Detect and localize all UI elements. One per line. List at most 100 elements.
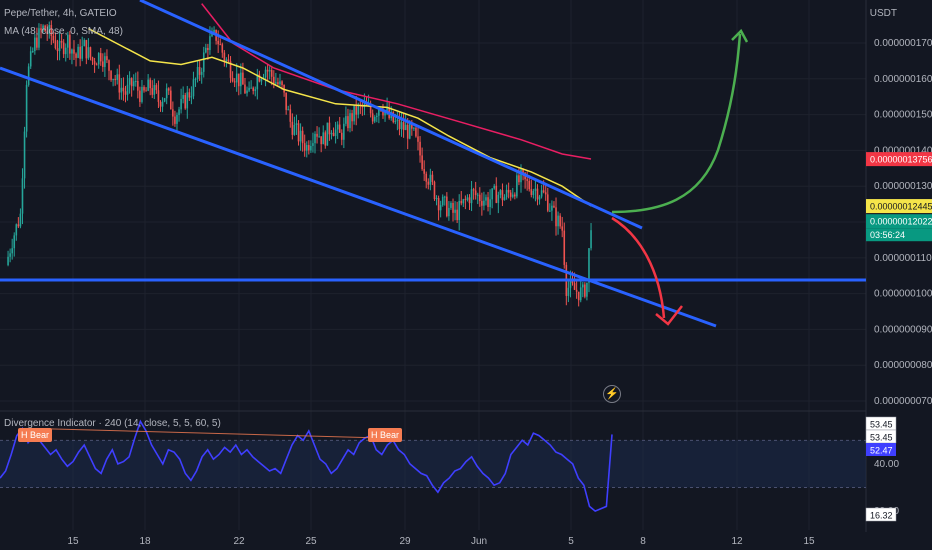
candle-body-109 [229, 61, 232, 78]
candle-body-119 [250, 87, 252, 89]
candle-body-202 [421, 155, 423, 170]
candle-body-120 [252, 87, 254, 91]
candle-body-150 [314, 133, 316, 144]
ma-48-line [88, 27, 592, 207]
candle-body-213 [443, 196, 446, 198]
candle-body-34 [75, 53, 77, 58]
bullish-arrow-head [731, 28, 749, 43]
candle-body-266 [553, 205, 555, 208]
candle-body-84 [178, 109, 180, 115]
candle-body-136 [285, 92, 287, 110]
candle-body-17 [40, 28, 42, 31]
candle-body-30 [67, 34, 69, 48]
candle-body-103 [217, 40, 219, 45]
candle-body-51 [110, 70, 112, 80]
candle-body-243 [505, 189, 508, 198]
candle-body-203 [423, 169, 425, 174]
candle-body-74 [157, 90, 160, 102]
candle-body-281 [584, 284, 586, 297]
candle-body-198 [413, 127, 415, 129]
candle-body-157 [328, 122, 331, 135]
candle-body-232 [483, 200, 485, 206]
candle-body-179 [373, 116, 376, 122]
candle-body-245 [509, 192, 512, 197]
indicator-tag-bg-3 [865, 507, 897, 522]
candle-body-11 [27, 66, 30, 85]
candle-body-27 [60, 40, 63, 43]
candle-body-271 [563, 230, 566, 265]
symbol-title[interactable]: Pepe/Tether, 4h, GATEIO [4, 8, 117, 19]
candle-body-9 [23, 131, 26, 179]
candle-body-31 [69, 34, 71, 54]
candle-body-282 [586, 282, 588, 297]
candle-body-83 [176, 114, 178, 124]
countdown-bg [866, 228, 932, 242]
candle-body-13 [31, 50, 34, 52]
candle-body-10 [25, 84, 28, 132]
candle-body-66 [141, 87, 143, 102]
candle-body-6 [17, 224, 20, 227]
price-tag-text-0: 0.0000001375680 [870, 155, 932, 165]
candle-body-197 [411, 122, 413, 129]
ma-legend[interactable]: MA (48, close, 0, SMA, 48) [4, 26, 123, 37]
candle-body-127 [266, 69, 269, 72]
candle-body-218 [454, 209, 456, 213]
countdown-text: 03:56:24 [870, 230, 905, 240]
candle-body-257 [534, 188, 537, 191]
candle-body-62 [132, 81, 135, 87]
candle-body-49 [106, 56, 108, 61]
candle-body-77 [163, 98, 166, 102]
indicator-tag-text-1: 53.45 [870, 433, 893, 443]
candle-body-256 [532, 190, 535, 195]
candle-body-5 [15, 224, 18, 236]
candle-body-241 [501, 190, 504, 201]
candle-body-147 [308, 145, 310, 151]
candle-body-158 [330, 132, 333, 135]
candle-body-60 [128, 78, 131, 85]
candle-body-235 [489, 199, 491, 207]
candle-body-264 [549, 210, 551, 212]
candle-body-138 [289, 109, 292, 122]
candle-body-133 [279, 81, 281, 85]
candle-body-268 [557, 215, 559, 227]
candle-body-3 [11, 248, 13, 254]
candle-body-40 [87, 47, 90, 59]
time-tick-label-5: Jun [471, 536, 487, 547]
candle-body-16 [38, 28, 40, 48]
candle-body-211 [439, 205, 442, 211]
lightning-icon[interactable]: ⚡ [603, 385, 621, 403]
candle-body-184 [384, 110, 386, 116]
candle-body-41 [89, 47, 92, 58]
price-axis-unit: USDT [869, 8, 897, 19]
candle-body-246 [511, 194, 514, 197]
candle-body-230 [479, 194, 481, 202]
trendlines [0, 0, 866, 328]
candle-body-92 [194, 78, 197, 80]
candle-body-29 [64, 47, 67, 55]
candle-body-145 [303, 143, 306, 151]
candle-body-250 [520, 169, 522, 183]
bearish-arrow-head [655, 305, 683, 326]
price-tick-label-2: 0.0000000900000 [874, 324, 932, 335]
candle-body-270 [561, 226, 563, 231]
candle-body-189 [394, 120, 397, 123]
candle-body-78 [165, 88, 168, 99]
indicator-legend[interactable]: Divergence Indicator · 240 (14, close, 5… [4, 418, 221, 429]
bearish-arrow-path [611, 216, 666, 319]
candle-body-229 [476, 194, 479, 196]
candle-body-69 [147, 79, 149, 91]
candle-body-48 [104, 56, 106, 67]
candle-body-192 [400, 122, 403, 130]
candle-body-233 [485, 197, 487, 201]
candle-body-37 [81, 46, 84, 59]
candle-body-39 [85, 40, 88, 59]
time-tick-label-4: 29 [399, 536, 411, 547]
candle-body-200 [417, 136, 419, 142]
candle-body-276 [573, 283, 576, 290]
candle-body-161 [336, 124, 339, 130]
candle-body-154 [322, 132, 325, 145]
candle-body-171 [357, 104, 360, 115]
price-tick-label-8: 0.0000001500000 [874, 110, 932, 121]
candle-body-70 [149, 79, 151, 89]
